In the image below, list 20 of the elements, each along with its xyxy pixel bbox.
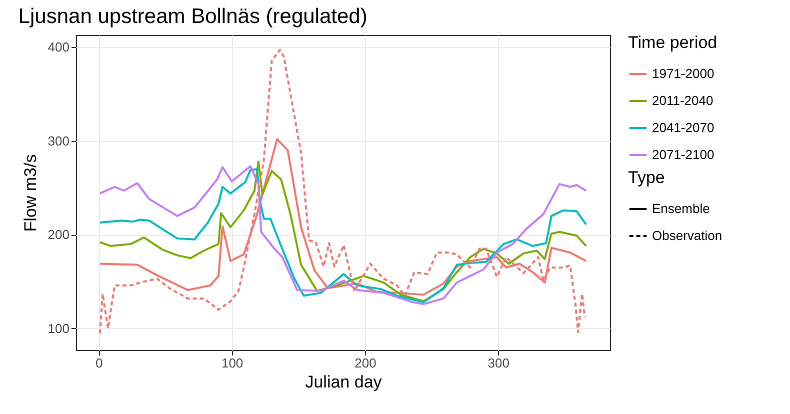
legend-label: 1971-2000	[652, 66, 714, 81]
text: Observation	[652, 228, 722, 243]
x-tick-label: 100	[221, 356, 244, 370]
x-tick-label: 300	[488, 356, 510, 370]
x-tick-label: 0	[96, 356, 103, 370]
legend-label: 2041-2070	[652, 120, 714, 135]
y-axis-title: Flow m3/s	[20, 154, 40, 232]
legend-label: 2071-2100	[652, 147, 714, 162]
x-tick-label: 200	[354, 356, 376, 370]
y-tick-label: 200	[48, 227, 70, 242]
line-series	[98, 49, 586, 334]
y-tick-label: 100	[48, 320, 70, 336]
text: Ensemble	[652, 201, 710, 216]
chart-title: Ljusnan upstream Bollnäs (regulated)	[18, 5, 368, 28]
y-tick-label: 400	[48, 40, 70, 55]
y-tick-label: 300	[48, 133, 70, 148]
x-axis-title: Julian day	[305, 372, 382, 392]
legend-label: 2011-2040	[652, 93, 714, 108]
text: Time period	[628, 33, 718, 52]
text: Type	[628, 168, 665, 187]
